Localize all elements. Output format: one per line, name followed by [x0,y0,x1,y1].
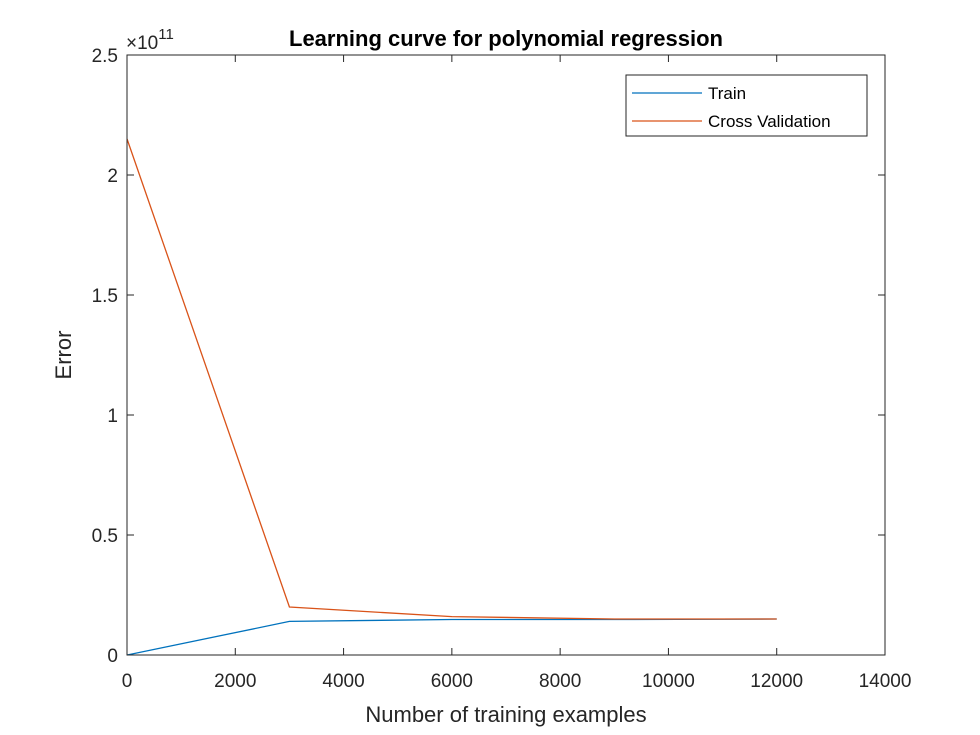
x-axis-label: Number of training examples [365,702,646,727]
x-tick-labels: 0 2000 4000 6000 8000 10000 12000 14000 [122,671,912,692]
legend-box [625,74,868,137]
y-exponent-base: ×10 [126,33,158,54]
y-tick-label: 0 [107,646,118,667]
plot-area [127,55,885,655]
y-tick-label: 1.5 [92,286,118,307]
x-tick-label: 4000 [322,671,364,692]
x-tick-label: 2000 [214,671,256,692]
axes-box [126,54,886,656]
legend-label-cross-validation: Cross Validation [708,112,831,131]
x-tick-label: 14000 [859,671,912,692]
chart-title: Learning curve for polynomial regression [289,26,723,51]
series-group [126,138,777,656]
y-tick-label: 2.5 [92,46,118,67]
y-tick-labels: 0 0.5 1 1.5 2 2.5 [92,46,118,667]
x-tick-label: 8000 [539,671,581,692]
y-tick-label: 1 [107,406,118,427]
legend-label-train: Train [708,84,746,103]
legend: Train Cross Validation [625,74,868,137]
x-tick-label: 0 [122,671,133,692]
y-tick-label: 2 [107,166,118,187]
y-exponent-power: 11 [158,26,174,43]
x-tick-label: 6000 [431,671,473,692]
y-exponent-label: ×1011 [126,26,174,54]
x-tick-label: 10000 [642,671,695,692]
ticks-group [126,54,886,656]
y-axis-label: Error [51,331,76,380]
y-tick-label: 0.5 [92,526,118,547]
series-line-cross-validation [126,138,777,620]
x-tick-label: 12000 [750,671,803,692]
